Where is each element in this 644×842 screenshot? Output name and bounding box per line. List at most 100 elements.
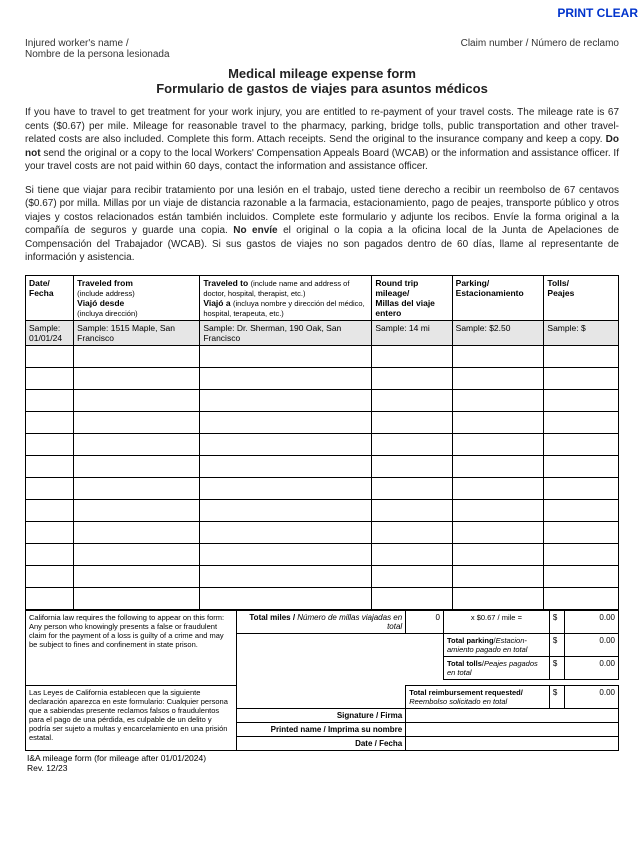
cell[interactable] [544,389,619,411]
cell[interactable] [200,433,372,455]
cell[interactable] [74,543,200,565]
cell[interactable] [74,389,200,411]
cell[interactable] [452,411,544,433]
cell[interactable] [372,565,452,587]
cell[interactable] [372,345,452,367]
cell[interactable] [452,477,544,499]
cell[interactable] [544,367,619,389]
cell[interactable] [26,499,74,521]
table-row[interactable] [26,345,619,367]
cell[interactable] [452,367,544,389]
cell[interactable] [544,455,619,477]
cell[interactable] [74,345,200,367]
clear-button[interactable]: CLEAR [597,6,638,20]
table-row[interactable] [26,543,619,565]
cell[interactable] [26,543,74,565]
cell[interactable] [544,543,619,565]
date-field[interactable] [406,736,619,750]
table-row[interactable] [26,565,619,587]
table-row[interactable] [26,587,619,609]
cell[interactable] [544,477,619,499]
cell[interactable] [26,455,74,477]
cell[interactable] [372,499,452,521]
cell[interactable] [74,477,200,499]
printed-name-field[interactable] [406,722,619,736]
dollar-sign-2: $ [549,633,564,656]
footer-line-1: I&A mileage form (for mileage after 01/0… [27,753,619,763]
cell[interactable] [74,587,200,609]
cell[interactable] [200,455,372,477]
dollar-sign-4: $ [549,685,564,708]
cell[interactable] [452,455,544,477]
cell[interactable] [26,587,74,609]
table-row[interactable] [26,367,619,389]
cell[interactable] [452,587,544,609]
cell[interactable] [26,345,74,367]
cell[interactable] [200,345,372,367]
cell[interactable] [200,521,372,543]
legal-text-es: Las Leyes de California establecen que l… [26,685,237,750]
table-row[interactable] [26,411,619,433]
sample-row: Sample: 01/01/24Sample: 1515 Maple, San … [26,320,619,345]
cell[interactable] [452,565,544,587]
cell[interactable] [74,433,200,455]
dollar-sign-3: $ [549,656,564,679]
cell[interactable] [372,411,452,433]
cell[interactable] [74,565,200,587]
cell[interactable] [200,543,372,565]
cell[interactable] [544,565,619,587]
cell[interactable] [452,345,544,367]
cell[interactable] [452,521,544,543]
sample-miles: Sample: 14 mi [372,320,452,345]
cell[interactable] [452,499,544,521]
cell[interactable] [26,521,74,543]
form-subtitle: Formulario de gastos de viajes para asun… [25,81,619,96]
table-row[interactable] [26,389,619,411]
cell[interactable] [372,521,452,543]
cell[interactable] [26,411,74,433]
cell[interactable] [544,433,619,455]
cell[interactable] [74,499,200,521]
cell[interactable] [372,367,452,389]
worker-name-label-en: Injured worker's name / [25,38,322,49]
table-row[interactable] [26,455,619,477]
top-actions: PRINT CLEAR [0,0,644,20]
cell[interactable] [372,477,452,499]
cell[interactable] [200,565,372,587]
cell[interactable] [200,477,372,499]
signature-field[interactable] [406,708,619,722]
cell[interactable] [372,433,452,455]
cell[interactable] [200,587,372,609]
cell[interactable] [74,411,200,433]
cell[interactable] [26,367,74,389]
cell[interactable] [200,411,372,433]
cell[interactable] [26,565,74,587]
table-row[interactable] [26,477,619,499]
cell[interactable] [544,587,619,609]
cell[interactable] [26,433,74,455]
table-row[interactable] [26,521,619,543]
cell[interactable] [544,411,619,433]
table-row[interactable] [26,433,619,455]
cell[interactable] [372,455,452,477]
cell[interactable] [452,543,544,565]
cell[interactable] [452,389,544,411]
cell[interactable] [74,521,200,543]
cell[interactable] [74,367,200,389]
cell[interactable] [26,477,74,499]
print-button[interactable]: PRINT [557,6,593,20]
cell[interactable] [372,543,452,565]
cell[interactable] [200,389,372,411]
cell[interactable] [372,389,452,411]
cell[interactable] [200,367,372,389]
cell[interactable] [74,455,200,477]
cell[interactable] [372,587,452,609]
th-parking: Parking/Estacionamiento [452,275,544,320]
cell[interactable] [26,389,74,411]
cell[interactable] [544,521,619,543]
cell[interactable] [544,345,619,367]
cell[interactable] [544,499,619,521]
table-row[interactable] [26,499,619,521]
cell[interactable] [200,499,372,521]
cell[interactable] [452,433,544,455]
